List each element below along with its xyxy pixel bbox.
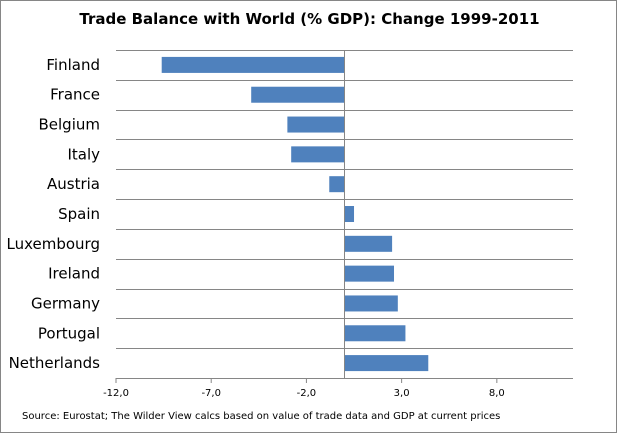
x-tick-label: -12,0 <box>103 388 129 399</box>
category-label: Austria <box>47 175 100 193</box>
bar-luxembourg <box>344 235 393 252</box>
bar-ireland <box>344 265 395 282</box>
bars <box>161 56 429 372</box>
category-label: Ireland <box>48 265 100 283</box>
category-label: Finland <box>46 56 100 74</box>
chart-title: Trade Balance with World (% GDP): Change… <box>79 10 540 28</box>
category-label: Germany <box>31 294 100 312</box>
bar-italy <box>291 146 345 163</box>
x-tick-label: -7,0 <box>201 388 221 399</box>
category-label: France <box>50 86 100 104</box>
bar-germany <box>344 295 398 312</box>
category-label: Italy <box>67 145 100 163</box>
category-label: Spain <box>58 205 100 223</box>
labels: Finland France Belgium Italy Austria Spain Lux… <box>7 56 505 399</box>
bar-austria <box>329 176 345 193</box>
x-tick-label: 8,0 <box>489 388 505 399</box>
bar-spain <box>344 206 355 222</box>
bar-belgium <box>287 116 345 133</box>
bar-netherlands <box>344 355 429 372</box>
x-tick-label: -2,0 <box>297 388 317 399</box>
category-label: Luxembourg <box>7 235 101 253</box>
category-label: Portugal <box>38 324 100 342</box>
bar-portugal <box>344 325 406 342</box>
category-label: Belgium <box>39 116 101 134</box>
x-tick-label: 3,0 <box>394 388 410 399</box>
category-label: Netherlands <box>9 354 101 372</box>
chart-source-note: Source: Eurostat; The Wilder View calcs … <box>22 411 501 422</box>
bar-finland <box>161 56 345 73</box>
axes <box>115 50 498 383</box>
bar-france <box>251 86 345 103</box>
